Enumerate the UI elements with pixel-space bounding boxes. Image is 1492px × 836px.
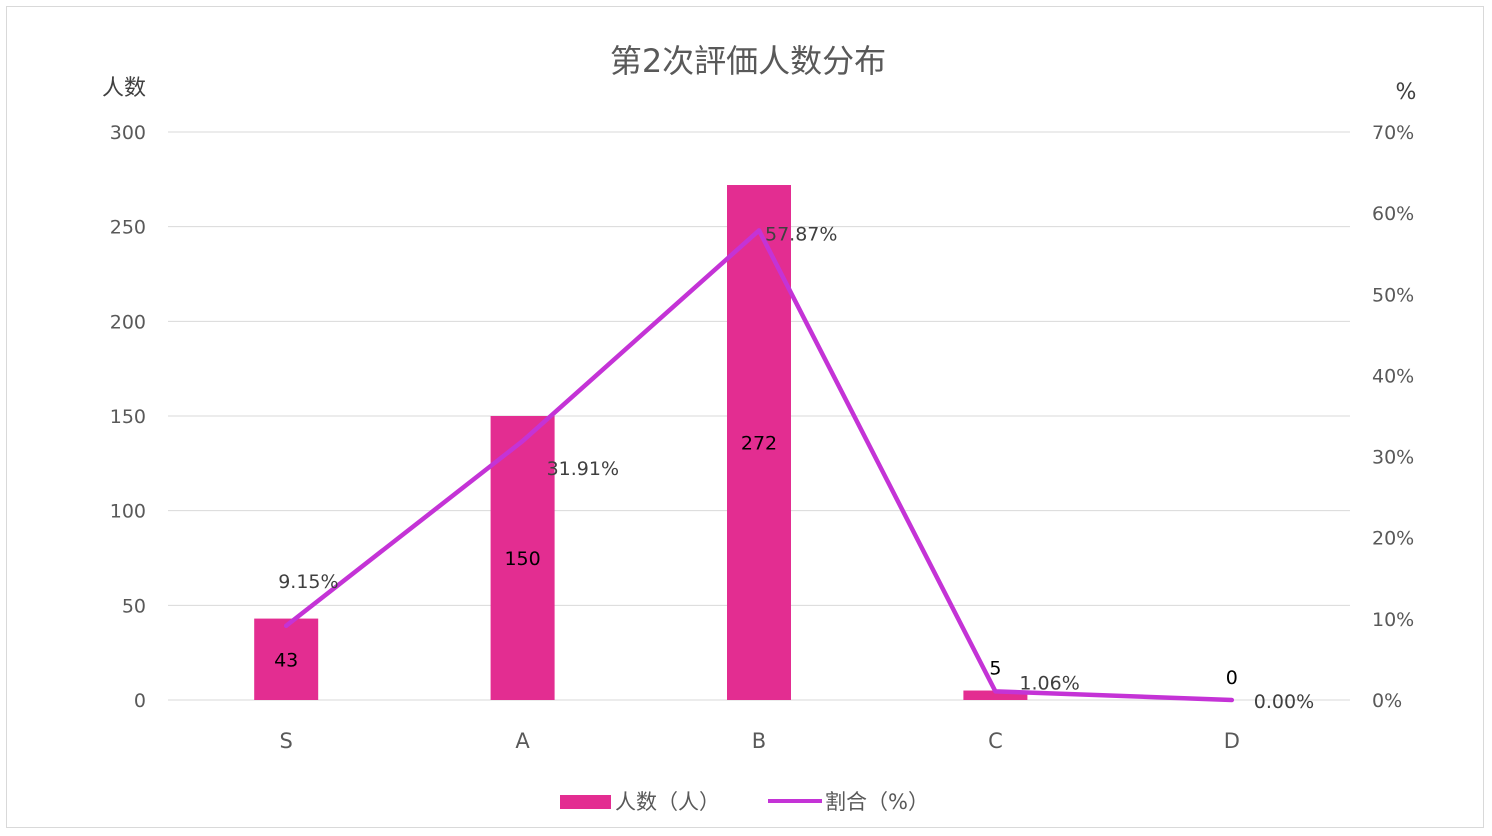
category-label: C	[988, 729, 1003, 753]
line-point	[284, 623, 289, 628]
bar-data-labels: 43 150 272 5 0	[274, 433, 1238, 689]
right-axis-ticks: 0% 10% 20% 30% 40% 50% 60% 70%	[1372, 122, 1414, 712]
right-tick-label: 40%	[1372, 365, 1414, 387]
line-point	[520, 439, 525, 444]
bar	[490, 416, 555, 700]
category-label: B	[752, 729, 766, 753]
line-value-label: 0.00%	[1254, 691, 1314, 713]
right-tick-label: 10%	[1372, 609, 1414, 631]
bar-value-label: 272	[741, 433, 777, 455]
left-axis-title: 人数	[102, 76, 146, 101]
right-tick-label: 50%	[1372, 284, 1414, 306]
right-tick-label: 30%	[1372, 447, 1414, 469]
legend-bar-swatch	[560, 795, 611, 809]
left-tick-label: 200	[110, 311, 146, 333]
left-tick-label: 50	[122, 595, 146, 617]
chart-title: 第2次評価人数分布	[610, 42, 886, 80]
line-value-label: 57.87%	[765, 223, 837, 245]
bar-value-label: 150	[504, 548, 540, 570]
left-axis-ticks: 0 50 100 150 200 250 300	[110, 122, 146, 712]
right-tick-label: 20%	[1372, 528, 1414, 550]
left-tick-label: 150	[110, 406, 146, 428]
category-label: A	[515, 729, 530, 753]
line-point	[757, 228, 761, 233]
line-data-labels: 9.15% 31.91% 57.87% 1.06% 0.00%	[278, 223, 1314, 713]
left-tick-label: 100	[110, 501, 146, 523]
legend: 人数（人） 割合（%）	[560, 790, 929, 814]
legend-line-label: 割合（%）	[825, 790, 929, 814]
bar	[254, 618, 319, 700]
bar-value-label: 43	[274, 649, 298, 671]
category-label: S	[280, 729, 293, 753]
line-value-label: 31.91%	[547, 458, 619, 480]
bar-series	[254, 185, 1028, 701]
line-value-label: 9.15%	[278, 571, 338, 593]
bar-value-label: 0	[1226, 667, 1238, 689]
line-value-label: 1.06%	[1019, 672, 1079, 694]
left-tick-label: 0	[134, 690, 146, 712]
left-tick-label: 250	[110, 217, 146, 239]
category-label: D	[1224, 729, 1240, 753]
line-point	[993, 689, 998, 694]
right-axis-title: %	[1396, 80, 1417, 105]
bar-value-label: 5	[989, 658, 1001, 680]
right-tick-label: 70%	[1372, 122, 1414, 144]
line-point	[1229, 698, 1234, 702]
line-series	[283, 228, 1235, 703]
left-tick-label: 300	[110, 122, 146, 144]
right-tick-label: 60%	[1372, 203, 1414, 225]
legend-bar-label: 人数（人）	[615, 790, 720, 814]
bar	[963, 690, 1028, 700]
right-tick-label: 0%	[1372, 690, 1402, 712]
